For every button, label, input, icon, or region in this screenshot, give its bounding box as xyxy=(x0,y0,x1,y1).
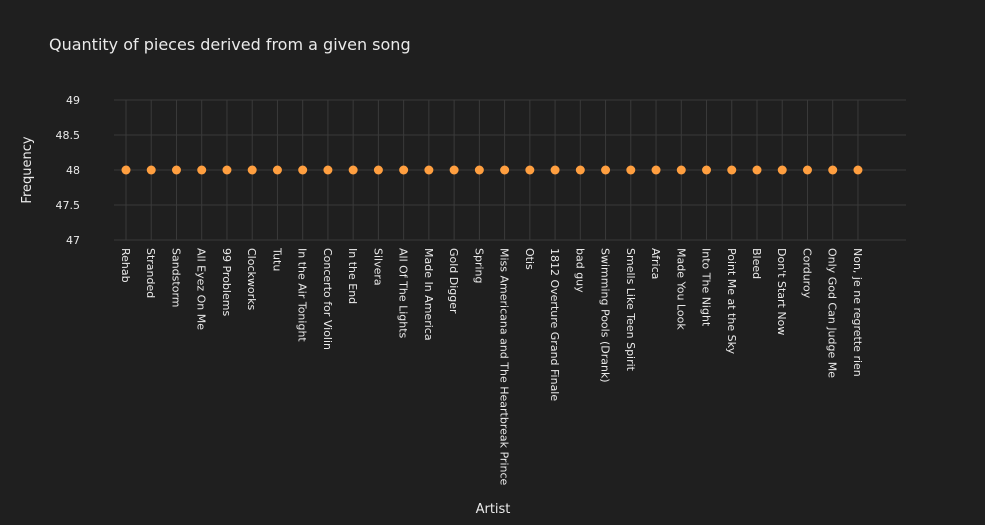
data-point[interactable] xyxy=(474,165,484,175)
x-tick-label: Otis xyxy=(523,248,536,270)
data-point[interactable] xyxy=(525,165,535,175)
x-tick-label: Rehab xyxy=(119,248,132,283)
data-point[interactable] xyxy=(500,165,510,175)
y-axis-ticks: 47 47.5 48 48.5 49 xyxy=(56,94,81,247)
data-point[interactable] xyxy=(676,165,686,175)
data-point[interactable] xyxy=(222,165,232,175)
x-tick-label: Concerto for Violin xyxy=(321,248,334,350)
data-point[interactable] xyxy=(247,165,257,175)
x-tick-label: Point Me at the Sky xyxy=(725,248,738,355)
data-point[interactable] xyxy=(348,165,358,175)
x-tick-label: Don't Start Now xyxy=(775,248,788,335)
x-tick-label: Made In America xyxy=(422,248,435,341)
x-tick-label: Bleed xyxy=(750,248,763,279)
y-tick-label: 48 xyxy=(66,164,80,177)
x-tick-label: Swimming Pools (Drank) xyxy=(599,248,612,383)
data-point[interactable] xyxy=(399,165,409,175)
x-tick-label: Made You Look xyxy=(674,248,687,330)
y-tick-label: 47 xyxy=(66,234,80,247)
data-point[interactable] xyxy=(651,165,661,175)
data-point[interactable] xyxy=(171,165,181,175)
data-point[interactable] xyxy=(727,165,737,175)
y-tick-label: 49 xyxy=(66,94,80,107)
x-tick-label: Non, je ne regrette rien xyxy=(851,248,864,377)
x-tick-label: Corduroy xyxy=(800,248,813,299)
data-point[interactable] xyxy=(752,165,762,175)
data-point[interactable] xyxy=(121,165,131,175)
x-tick-label: Only God Can Judge Me xyxy=(826,248,839,378)
x-tick-label: 1812 Overture Grand Finale xyxy=(548,248,561,401)
x-tick-label: Into The Night xyxy=(700,248,713,327)
x-tick-label: Spring xyxy=(472,248,485,284)
data-point[interactable] xyxy=(449,165,459,175)
data-point[interactable] xyxy=(373,165,383,175)
data-point[interactable] xyxy=(550,165,560,175)
data-point[interactable] xyxy=(777,165,787,175)
x-tick-label: In the End xyxy=(346,248,359,304)
x-axis-title: Artist xyxy=(476,502,511,517)
data-point[interactable] xyxy=(197,165,207,175)
chart-title: Quantity of pieces derived from a given … xyxy=(49,35,411,54)
x-tick-label: Stranded xyxy=(144,248,157,298)
x-tick-label: Silvera xyxy=(371,248,384,286)
y-gridlines xyxy=(114,99,906,241)
y-axis-title: Frequency xyxy=(20,136,35,203)
x-tick-label: Miss Americana and The Heartbreak Prince xyxy=(498,248,511,486)
x-tick-label: In the Air Tonight xyxy=(296,248,309,342)
data-point[interactable] xyxy=(424,165,434,175)
data-point[interactable] xyxy=(828,165,838,175)
x-tick-label: All Of The Lights xyxy=(397,248,410,339)
data-point[interactable] xyxy=(146,165,156,175)
data-point[interactable] xyxy=(575,165,585,175)
data-point[interactable] xyxy=(802,165,812,175)
y-tick-label: 47.5 xyxy=(56,199,81,212)
y-tick-label: 48.5 xyxy=(56,129,81,142)
x-tick-label: Sandstorm xyxy=(169,248,182,308)
x-tick-label: Clockworks xyxy=(245,248,258,311)
x-tick-label: All Eyez On Me xyxy=(195,248,208,330)
x-tick-label: Africa xyxy=(649,248,662,279)
data-point[interactable] xyxy=(626,165,636,175)
data-point[interactable] xyxy=(272,165,282,175)
x-tick-label: Gold Digger xyxy=(447,248,460,314)
data-point[interactable] xyxy=(853,165,863,175)
data-points xyxy=(121,165,863,175)
x-tick-label: 99 Problems xyxy=(220,248,233,316)
x-tick-label: Smells Like Teen Spirit xyxy=(624,248,637,372)
x-tick-label: bad guy xyxy=(573,248,586,293)
data-point[interactable] xyxy=(601,165,611,175)
data-point[interactable] xyxy=(298,165,308,175)
x-axis-ticks: Rehab Stranded Sandstorm All Eyez On Me 99 P… xyxy=(119,247,864,486)
data-point[interactable] xyxy=(702,165,712,175)
data-point[interactable] xyxy=(323,165,333,175)
x-tick-label: Tutu xyxy=(270,247,283,271)
